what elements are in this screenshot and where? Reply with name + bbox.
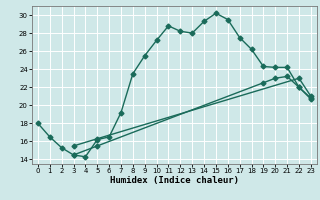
X-axis label: Humidex (Indice chaleur): Humidex (Indice chaleur): [110, 176, 239, 185]
